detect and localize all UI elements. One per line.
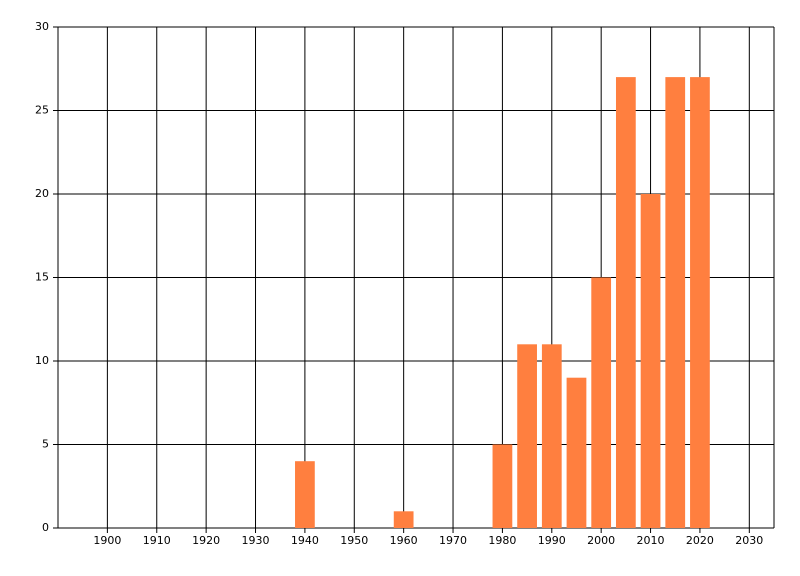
x-tick-label: 2000 [587,534,615,547]
y-tick-label: 5 [42,438,49,451]
bar [492,444,513,528]
x-tick-label: 1930 [242,534,270,547]
bar [640,194,661,528]
bar [615,77,636,528]
x-tick-label: 1950 [340,534,368,547]
y-tick-label: 0 [42,521,49,534]
x-tick-label: 1910 [143,534,171,547]
bar [566,377,587,528]
bar [591,277,612,528]
bar [517,344,537,528]
bar [393,511,414,528]
y-tick-label: 15 [35,271,49,284]
bar [665,77,686,528]
bar [295,461,315,528]
x-tick-label: 1980 [488,534,516,547]
y-tick-label: 20 [35,187,49,200]
y-tick-label: 30 [35,20,49,33]
x-tick-label: 1940 [291,534,319,547]
x-tick-label: 2020 [686,534,714,547]
x-tick-label: 1900 [93,534,121,547]
y-tick-label: 25 [35,104,49,117]
x-tick-label: 1990 [538,534,566,547]
x-tick-label: 2030 [735,534,763,547]
bar [690,77,710,528]
y-tick-label: 10 [35,354,49,367]
x-tick-label: 1920 [192,534,220,547]
x-tick-label: 1970 [439,534,467,547]
x-tick-label: 1960 [390,534,418,547]
bar [541,344,562,528]
x-tick-label: 2010 [637,534,665,547]
